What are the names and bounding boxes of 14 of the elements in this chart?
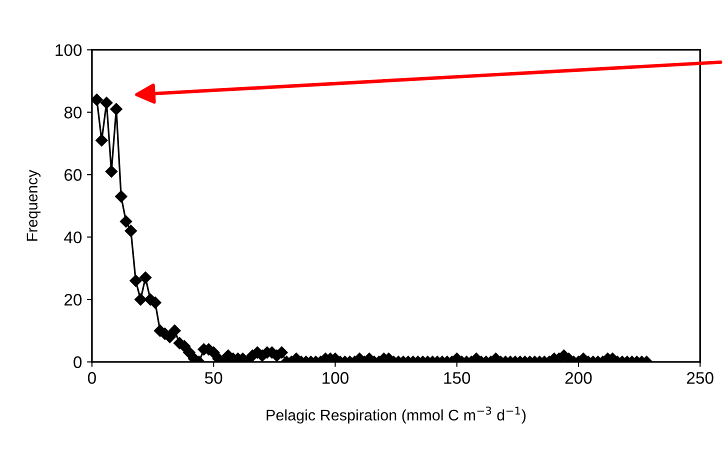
y-tick-label: 20 <box>64 294 82 306</box>
y-tick-label: 0 <box>74 356 82 368</box>
y-tick-label: 100 <box>56 44 82 56</box>
x-tick-label: 200 <box>565 372 592 384</box>
y-tick-label: 40 <box>64 231 82 244</box>
y-axis-title: Frequency <box>26 170 41 241</box>
x-tick-label: 250 <box>687 372 714 384</box>
y-tick-label: 60 <box>64 169 82 181</box>
x-tick-label: 50 <box>204 372 222 384</box>
x-tick-label: 0 <box>88 372 96 384</box>
y-tick-label: 80 <box>64 106 82 118</box>
x-axis-title: Pelagic Respiration (mmol C m$^{−3}$ d$^{−1}$) <box>266 406 526 424</box>
x-tick-label: 100 <box>322 372 348 384</box>
x-tick-label: 150 <box>444 372 470 384</box>
